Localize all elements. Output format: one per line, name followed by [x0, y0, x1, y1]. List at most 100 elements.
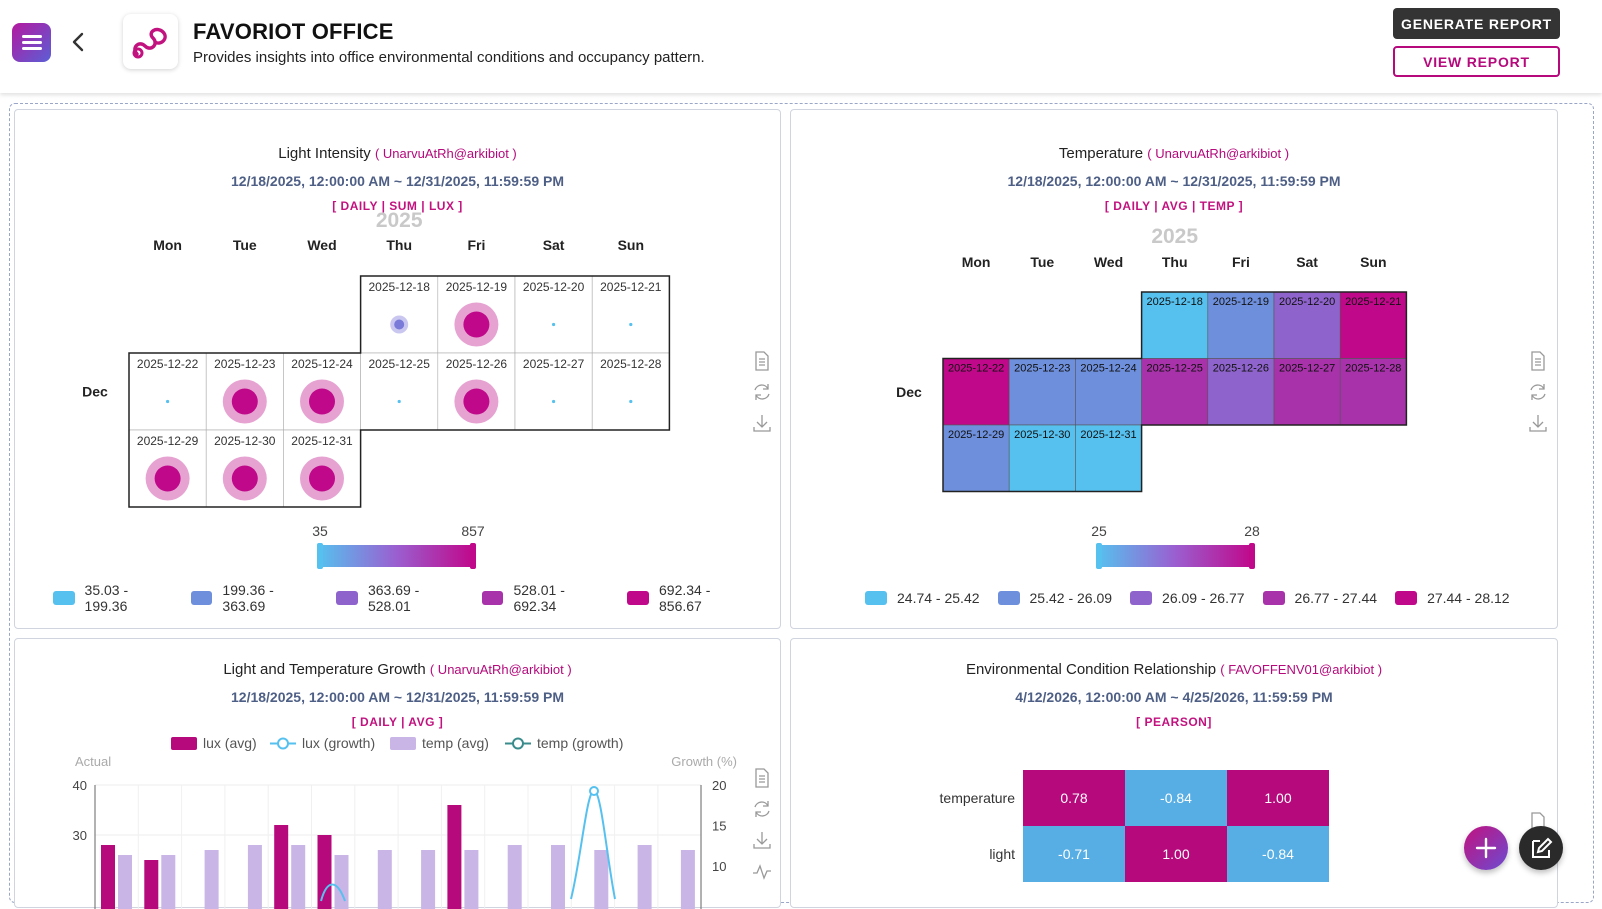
- calendar-cell[interactable]: 2025-12-31: [283, 429, 361, 508]
- calendar-cell[interactable]: 2025-12-28: [591, 352, 670, 431]
- calendar-cell[interactable]: 2025-12-22: [942, 358, 1010, 426]
- light-bubble: [552, 399, 556, 404]
- visual-map-handle-min[interactable]: [317, 543, 323, 569]
- chart-legend-item[interactable]: lux (avg): [171, 735, 257, 751]
- edit-icon: [1532, 837, 1553, 858]
- chart-legend-item[interactable]: temp (avg): [390, 735, 489, 751]
- legend-item[interactable]: 363.69 - 528.01: [336, 582, 464, 614]
- correlation-cell[interactable]: 1.00: [1227, 770, 1329, 826]
- correlation-cell[interactable]: -0.84: [1125, 770, 1227, 826]
- correlation-cell[interactable]: 0.78: [1023, 770, 1125, 826]
- edit-dashboard-button[interactable]: [1519, 826, 1563, 870]
- calendar-cell[interactable]: 2025-12-24: [1075, 358, 1142, 426]
- calendar-cell[interactable]: 2025-12-19: [437, 275, 516, 354]
- refresh-icon[interactable]: [751, 798, 773, 820]
- download-icon[interactable]: [1527, 412, 1549, 434]
- refresh-icon[interactable]: [751, 381, 773, 403]
- download-icon[interactable]: [751, 829, 773, 851]
- calendar-cell[interactable]: 2025-12-27: [514, 352, 593, 431]
- temp-bar[interactable]: [507, 845, 522, 909]
- temp-bar[interactable]: [464, 850, 479, 909]
- legend-item[interactable]: 528.01 - 692.34: [481, 582, 610, 614]
- panel-title-line: Light and Temperature Growth ( UnarvuAtR…: [15, 661, 780, 678]
- document-icon[interactable]: [751, 350, 773, 372]
- temp-bar[interactable]: [594, 850, 609, 909]
- legend-item[interactable]: 35.03 - 199.36: [53, 582, 173, 614]
- temp-bar[interactable]: [247, 845, 262, 909]
- lux-bar[interactable]: [101, 845, 115, 909]
- calendar-date-label: 2025-12-29: [948, 429, 1004, 441]
- calendar-cell[interactable]: 2025-12-25: [1141, 358, 1209, 426]
- correlation-cell[interactable]: -0.84: [1227, 826, 1329, 882]
- temp-bar[interactable]: [680, 850, 695, 909]
- calendar-cell[interactable]: 2025-12-26: [1207, 358, 1275, 426]
- calendar-cell[interactable]: 2025-12-25: [360, 352, 439, 431]
- document-icon[interactable]: [751, 767, 773, 789]
- calendar-cell[interactable]: 2025-12-18: [1141, 291, 1209, 359]
- calendar-cell[interactable]: 2025-12-21: [591, 275, 670, 354]
- temp-bar[interactable]: [118, 855, 132, 909]
- calendar-cell[interactable]: 2025-12-31: [1075, 424, 1142, 492]
- chart-legend-item[interactable]: temp (growth): [505, 735, 623, 751]
- legend-label: 26.77 - 27.44: [1294, 590, 1378, 606]
- visual-map-handle-min[interactable]: [1096, 543, 1102, 569]
- calendar-cell[interactable]: 2025-12-23: [1008, 358, 1076, 426]
- calendar-cell[interactable]: 2025-12-24: [283, 352, 361, 431]
- temp-bar[interactable]: [421, 850, 436, 909]
- download-icon[interactable]: [751, 412, 773, 434]
- legend-item[interactable]: 24.74 - 25.42: [865, 590, 980, 606]
- correlation-cell[interactable]: -0.71: [1023, 826, 1125, 882]
- lux-growth-point[interactable]: [589, 786, 599, 796]
- legend-item[interactable]: 25.42 - 26.09: [997, 590, 1112, 606]
- view-report-button[interactable]: VIEW REPORT: [1393, 46, 1560, 77]
- lux-bar[interactable]: [274, 825, 289, 909]
- lux-bar[interactable]: [447, 805, 462, 909]
- calendar-cell[interactable]: 2025-12-20: [1273, 291, 1341, 359]
- temperature-panel: Temperature ( UnarvuAtRh@arkibiot ) 12/1…: [790, 109, 1558, 629]
- lux-bar[interactable]: [317, 835, 332, 909]
- legend-item[interactable]: 199.36 - 363.69: [190, 582, 319, 614]
- legend-item[interactable]: 26.77 - 27.44: [1262, 590, 1378, 606]
- calendar-cell[interactable]: 2025-12-20: [514, 275, 593, 354]
- document-icon[interactable]: [1527, 350, 1549, 372]
- refresh-icon[interactable]: [1527, 381, 1549, 403]
- calendar-cell[interactable]: 2025-12-22: [128, 352, 207, 431]
- chart-legend-item[interactable]: lux (growth): [270, 735, 375, 751]
- correlation-cell[interactable]: 1.00: [1125, 826, 1227, 882]
- calendar-cell[interactable]: 2025-12-29: [128, 429, 207, 508]
- calendar-date-label: 2025-12-26: [1213, 363, 1269, 375]
- temp-bar[interactable]: [377, 850, 392, 909]
- legend-item[interactable]: 692.34 - 856.67: [627, 582, 755, 614]
- add-widget-button[interactable]: [1464, 826, 1508, 870]
- visual-map-handle-max[interactable]: [1249, 543, 1255, 569]
- calendar-cell[interactable]: 2025-12-18: [360, 275, 439, 354]
- line-chart-icon[interactable]: [751, 860, 773, 882]
- lux-bar[interactable]: [144, 860, 159, 909]
- calendar-cell[interactable]: 2025-12-26: [437, 352, 516, 431]
- visual-map-handle-max[interactable]: [470, 543, 476, 569]
- light-legend: 35.03 - 199.36 199.36 - 363.69 363.69 - 52…: [53, 582, 773, 614]
- calendar-date-label: 2025-12-22: [137, 357, 199, 371]
- correlation-heatmap: temperature 0.78 -0.84 1.00 light -0.71 1.00 -0…: [940, 770, 1329, 882]
- generate-report-button[interactable]: GENERATE REPORT: [1393, 8, 1560, 39]
- calendar-cell[interactable]: 2025-12-30: [1008, 424, 1076, 492]
- legend-item[interactable]: 27.44 - 28.12: [1395, 590, 1510, 606]
- temp-bar[interactable]: [551, 845, 565, 909]
- calendar-cell[interactable]: 2025-12-28: [1339, 358, 1407, 426]
- panel-date-range: 4/12/2026, 12:00:00 AM ~ 4/25/2026, 11:5…: [1015, 689, 1333, 705]
- calendar-cell[interactable]: 2025-12-19: [1207, 291, 1275, 359]
- calendar-cell[interactable]: 2025-12-30: [205, 429, 284, 508]
- calendar-cell[interactable]: 2025-12-23: [205, 352, 284, 431]
- temp-bar[interactable]: [291, 845, 306, 909]
- calendar-cell[interactable]: 2025-12-29: [942, 424, 1010, 492]
- back-button[interactable]: [66, 26, 92, 58]
- temp-bar[interactable]: [204, 850, 219, 909]
- temp-bar[interactable]: [637, 845, 652, 909]
- temp-bar[interactable]: [334, 855, 349, 909]
- month-label: Dec: [896, 384, 922, 400]
- calendar-cell[interactable]: 2025-12-21: [1339, 291, 1407, 359]
- legend-item[interactable]: 26.09 - 26.77: [1130, 590, 1245, 606]
- temp-bar[interactable]: [161, 855, 176, 909]
- menu-button[interactable]: [12, 23, 51, 62]
- calendar-cell[interactable]: 2025-12-27: [1273, 358, 1341, 426]
